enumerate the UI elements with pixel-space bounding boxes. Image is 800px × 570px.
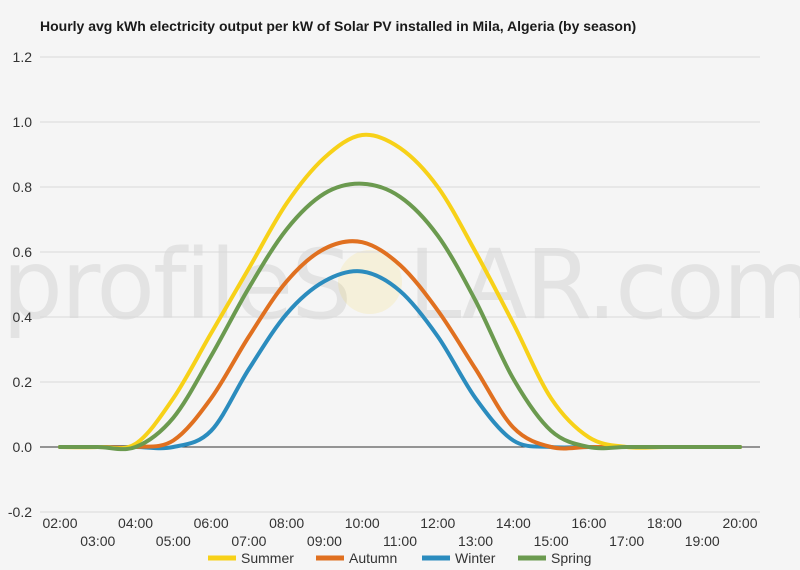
x-tick-label: 17:00	[609, 533, 644, 549]
legend-label-autumn: Autumn	[349, 550, 397, 566]
series-lines	[58, 132, 742, 452]
legend-label-summer: Summer	[241, 550, 294, 566]
x-tick-label: 11:00	[383, 533, 417, 549]
y-axis-ticks: -0.2 0.0 0.2 0.4 0.6 0.8 1.0 1.2	[8, 49, 32, 520]
legend-label-spring: Spring	[551, 550, 591, 566]
y-tick-label: -0.2	[8, 504, 32, 520]
watermark-sun-icon	[338, 250, 402, 314]
y-tick-label: 0.0	[13, 439, 33, 455]
x-tick-label: 03:00	[80, 533, 115, 549]
watermark-text-left: profileS	[2, 229, 350, 341]
y-tick-label: 0.6	[13, 244, 33, 260]
x-tick-label: 08:00	[269, 515, 304, 531]
x-tick-label: 16:00	[571, 515, 606, 531]
x-tick-label: 10:00	[345, 515, 380, 531]
x-tick-label: 14:00	[496, 515, 531, 531]
x-tick-label: 15:00	[534, 533, 569, 549]
x-tick-label: 09:00	[307, 533, 342, 549]
x-tick-label: 13:00	[458, 533, 493, 549]
grid-lines	[40, 56, 760, 513]
y-tick-label: 0.2	[13, 374, 33, 390]
x-tick-label: 07:00	[231, 533, 266, 549]
chart-title: Hourly avg kWh electricity output per kW…	[40, 18, 637, 34]
legend: Summer Autumn Winter Spring	[208, 550, 591, 566]
x-tick-label: 02:00	[42, 515, 77, 531]
x-tick-label: 06:00	[194, 515, 229, 531]
y-tick-label: 0.4	[13, 309, 33, 325]
x-tick-label: 12:00	[420, 515, 455, 531]
y-tick-label: 0.8	[13, 179, 33, 195]
x-tick-label: 05:00	[156, 533, 191, 549]
y-tick-label: 1.2	[13, 49, 33, 65]
legend-label-winter: Winter	[455, 550, 496, 566]
y-tick-label: 1.0	[13, 114, 33, 130]
x-tick-label: 04:00	[118, 515, 153, 531]
watermark: profileS LAR.com	[2, 229, 800, 341]
x-tick-label: 18:00	[647, 515, 682, 531]
x-axis-ticks: 02:0003:0004:0005:0006:0007:0008:0009:00…	[42, 515, 757, 549]
x-tick-label: 19:00	[685, 533, 720, 549]
x-tick-label: 20:00	[722, 515, 757, 531]
series-line-spring	[58, 181, 742, 452]
